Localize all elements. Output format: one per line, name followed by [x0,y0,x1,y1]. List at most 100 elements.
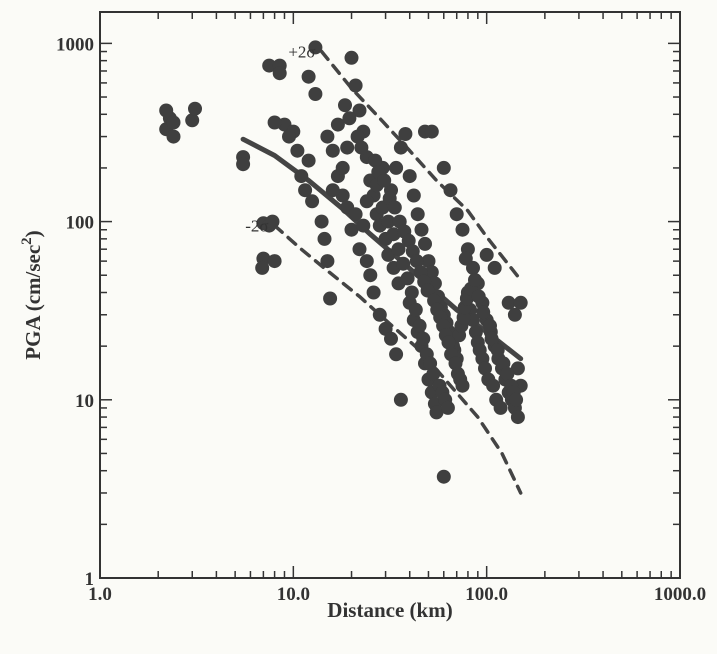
data-point [381,247,396,262]
data-point [301,153,316,168]
annotation-plus2sigma: +2σ [288,43,315,62]
data-point [429,405,444,420]
data-point [308,87,323,101]
data-point [335,160,350,175]
x-axis-ticks [157,12,672,578]
y-axis-title-close: ) [21,230,45,237]
data-point [325,143,340,158]
data-point [330,117,345,132]
data-point [363,268,378,283]
data-point [166,129,181,144]
data-point [393,392,408,407]
data-point [510,361,525,376]
data-point [478,361,492,376]
data-point [350,129,365,144]
data-point [409,254,424,269]
data-point [323,291,338,306]
data-point [384,331,398,346]
data-point [389,347,404,362]
curve-annotations: +2σ -2σ [245,43,315,236]
data-point [416,331,431,346]
data-point [455,378,470,393]
data-point [400,271,415,286]
data-point [377,173,392,188]
data-point [490,343,505,358]
data-point [344,222,359,237]
x-tick-label: 1000.0 [654,584,706,605]
data-point [338,98,352,113]
y-axis-title-main: PGA (cm/sec [21,245,45,360]
data-point [476,305,491,320]
data-point [441,335,456,350]
data-point [484,331,499,346]
data-point [424,265,439,280]
data-point [458,251,473,266]
x-tick-label: 1.0 [88,584,112,605]
data-point [509,392,524,407]
data-point [436,469,451,484]
data-point [408,302,423,317]
data-point [424,124,439,139]
data-point [420,283,435,298]
data-point [314,214,329,229]
data-point [368,153,383,168]
data-point [412,318,427,333]
data-point [366,285,381,300]
data-point [320,254,335,269]
data-point [255,260,270,275]
data-point [396,256,411,271]
data-point [262,58,277,73]
data-point [455,222,470,237]
data-point [352,242,367,257]
data-point [348,207,363,222]
data-point [359,254,374,269]
data-point [436,160,451,175]
data-point [410,207,425,222]
data-point [301,69,316,84]
data-point [468,325,483,339]
data-point [501,295,516,310]
annotation-minus2sigma: -2σ [245,217,268,236]
data-point [401,233,416,248]
plus2sigma-curve [319,49,523,282]
data-point [402,169,417,184]
data-point [348,78,363,93]
y-tick-label: 1000 [56,34,94,55]
data-point [340,140,355,155]
data-point [404,285,419,300]
data-point [471,289,486,304]
y-tick-label: 10 [75,391,94,412]
data-point [386,227,401,242]
data-point [468,273,482,287]
data-point [185,113,200,128]
data-point [479,247,494,262]
data-point [493,400,508,415]
data-point [344,50,359,65]
data-point [398,127,413,141]
data-point [325,183,340,198]
data-point [308,40,323,55]
data-point [372,307,387,322]
data-point [294,169,309,184]
data-point [272,66,287,81]
x-tick-label: 10.0 [277,584,310,605]
data-point [354,140,369,155]
x-axis-tick-labels: 1.0 10.0 100.0 1000.0 [88,584,706,605]
data-point [449,207,464,222]
y-axis-tick-labels: 1 10 100 1000 [56,34,94,590]
y-axis-title: PGA (cm/sec2) [19,230,45,359]
y-tick-label: 1 [85,569,95,590]
data-point [236,157,251,172]
data-point [440,400,455,415]
data-point [443,183,458,198]
svg-text:PGA (cm/sec2): PGA (cm/sec2) [19,230,45,359]
data-point [381,214,396,229]
data-point [267,254,282,269]
data-point [507,307,522,322]
caption-text-cutoff [0,630,717,654]
data-point [166,115,181,130]
data-point [513,295,528,310]
data-point [356,218,371,233]
y-axis-title-sup: 2 [19,237,35,245]
